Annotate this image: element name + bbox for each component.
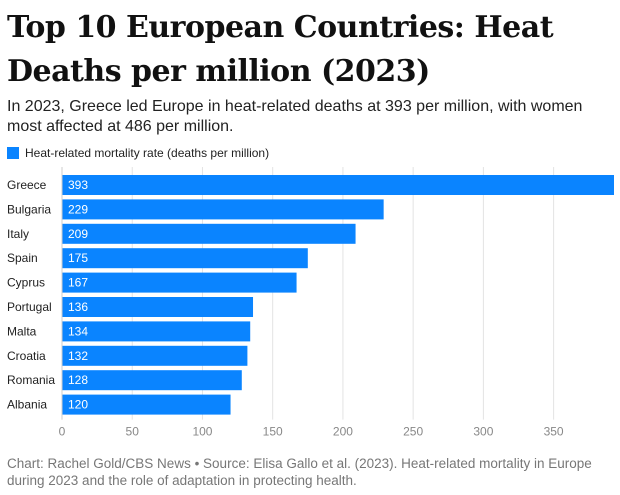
chart-title: Top 10 European Countries: Heat Deaths p… [7, 10, 554, 89]
bar [62, 272, 297, 293]
bar [62, 297, 254, 317]
category-label: Greece [7, 178, 47, 192]
bar-chart: 0 50 100 150 200 250 300 350 Greece 393 Bulgaria 22… [7, 167, 614, 439]
x-tick-label: 250 [403, 425, 423, 439]
category-label: Cyprus [7, 276, 45, 290]
x-tick-label: 100 [192, 425, 212, 439]
category-label: Bulgaria [7, 202, 51, 216]
bar [62, 394, 231, 415]
bar-value-label: 132 [68, 349, 88, 363]
bar [62, 345, 248, 366]
bar-value-label: 134 [68, 324, 88, 338]
bar [62, 248, 308, 269]
x-tick-label: 0 [59, 425, 66, 439]
bar-value-label: 120 [68, 398, 88, 412]
category-label: Portugal [7, 300, 52, 314]
x-tick-label: 350 [544, 425, 564, 439]
category-label: Romania [7, 373, 55, 387]
x-tick-label: 300 [473, 425, 493, 439]
x-tick-label: 200 [333, 425, 353, 439]
category-label: Italy [7, 227, 29, 241]
x-tick-label: 150 [263, 425, 283, 439]
category-label: Albania [7, 398, 47, 412]
chart-source: Chart: Rachel Gold/CBS News • Source: El… [7, 456, 592, 488]
x-tick-label: 50 [126, 425, 140, 439]
bar-value-label: 167 [68, 276, 88, 290]
bar [62, 370, 242, 391]
bar-value-label: 175 [68, 251, 88, 265]
bar [62, 321, 251, 342]
bar-value-label: 393 [68, 178, 88, 192]
category-label: Croatia [7, 349, 46, 363]
bar-value-label: 209 [68, 227, 88, 241]
legend-swatch [7, 147, 19, 159]
bar-value-label: 128 [68, 373, 88, 387]
chart-subtitle: In 2023, Greece led Europe in heat-relat… [7, 98, 583, 135]
legend: Heat-related mortality rate (deaths per … [7, 145, 269, 161]
bar [62, 175, 614, 195]
bar-value-label: 136 [68, 300, 88, 314]
bar [62, 199, 384, 220]
bar-value-label: 229 [68, 202, 88, 216]
bar [62, 223, 356, 244]
category-label: Spain [7, 251, 38, 265]
category-label: Malta [7, 324, 37, 338]
legend-label: Heat-related mortality rate (deaths per … [25, 146, 270, 160]
